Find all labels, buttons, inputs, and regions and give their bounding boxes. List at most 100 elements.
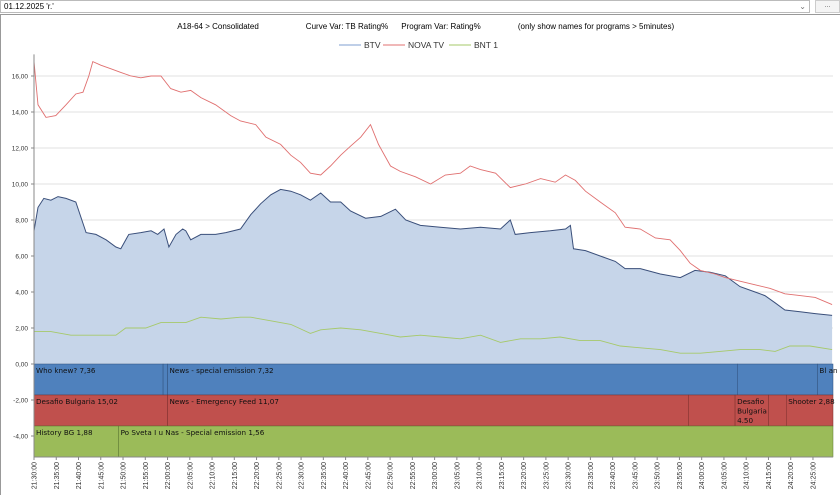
y-tick-label: 8,00 — [15, 218, 28, 225]
series-area-btv — [34, 189, 833, 364]
program-label: Bl an ca — [819, 366, 840, 375]
x-tick-label: 22:15:00 — [232, 462, 239, 489]
series-line-btv — [33, 188, 833, 316]
program-block-rect — [768, 394, 787, 427]
chart-program-var: Program Var: Rating% — [401, 22, 480, 31]
chart: A18-64 > Consolidated Curve Var: TB Rati… — [12, 22, 840, 489]
x-tick-label: 23:35:00 — [588, 462, 595, 489]
legend-label-btv[interactable]: BTV — [364, 40, 381, 50]
x-tick-label: 22:55:00 — [410, 462, 417, 489]
x-tick-label: 23:50:00 — [655, 462, 662, 489]
y-axis: -4,00 -2,00 0,00 2,00 4,00 6,00 8,00 10,00 12,00… — [12, 54, 35, 457]
date-select-value: 01.12.2025 'r.' — [4, 2, 54, 11]
y-tick-label: 10,00 — [12, 182, 29, 189]
y-tick-label: 2,00 — [15, 326, 28, 333]
y-tick-label: 12,00 — [12, 146, 29, 153]
y-tick-label: 14,00 — [12, 110, 29, 117]
x-tick-label: 24:20:00 — [788, 462, 795, 489]
x-tick-label: 22:45:00 — [365, 462, 372, 489]
x-tick-label: 24:10:00 — [744, 462, 751, 489]
program-block[interactable] — [162, 363, 168, 396]
series-line-nova-tv — [33, 60, 833, 306]
x-tick-label: 21:35:00 — [54, 462, 61, 489]
program-block[interactable] — [737, 363, 818, 396]
program-block[interactable]: Desafio Bulgaria 15,02 — [33, 394, 168, 427]
x-tick-label: 23:40:00 — [610, 462, 617, 489]
program-block-rect — [33, 425, 119, 458]
x-tick-label: 23:15:00 — [499, 462, 506, 489]
program-label: Desafio Bulgaria 15,02 — [36, 397, 118, 406]
legend-label-bnt[interactable]: BNT 1 — [474, 40, 498, 50]
program-block[interactable]: Po Sveta I u Nas - Special emission 1,56 — [118, 425, 834, 458]
x-tick-label: 22:00:00 — [165, 462, 172, 489]
x-tick-label: 21:30:00 — [32, 462, 39, 489]
program-block[interactable]: Shooter 2,88 — [786, 394, 835, 427]
y-tick-label: 4,00 — [15, 290, 28, 297]
x-tick-label: 24:25:00 — [810, 462, 817, 489]
y-tick-label: -2,00 — [13, 398, 28, 405]
program-block-rect — [118, 425, 834, 458]
x-tick-label: 21:45:00 — [98, 462, 105, 489]
program-block[interactable]: History BG 1,88 — [33, 425, 119, 458]
program-label: Po Sveta I u Nas - Special emission 1,56 — [121, 428, 265, 437]
toolbar: 01.12.2025 'r.' ⌄ ... — [0, 0, 840, 14]
program-bands: Who knew? 7,36 News - special emission 7,… — [33, 363, 840, 458]
x-tick-label: 24:15:00 — [766, 462, 773, 489]
x-tick-label: 24:05:00 — [721, 462, 728, 489]
program-block-rect — [167, 363, 738, 396]
y-tick-label: 16,00 — [12, 74, 29, 81]
program-label: News - special emission 7,32 — [170, 366, 274, 375]
x-tick-label: 22:40:00 — [343, 462, 350, 489]
x-tick-label: 22:50:00 — [388, 462, 395, 489]
series-line-bnt-1 — [34, 316, 833, 354]
x-tick-label: 21:50:00 — [121, 462, 128, 489]
program-block[interactable]: Desafio Bulgaria 4.50 — [734, 394, 769, 427]
y-tick-label: -4,00 — [13, 434, 28, 441]
x-tick-label: 22:35:00 — [321, 462, 328, 489]
program-label: Desafio Bulgaria 4.50 — [737, 397, 767, 425]
program-block[interactable]: News - special emission 7,32 — [167, 363, 738, 396]
date-select[interactable]: 01.12.2025 'r.' ⌄ — [0, 0, 810, 13]
program-block[interactable]: Bl an ca — [817, 363, 840, 396]
x-tick-label: 23:20:00 — [521, 462, 528, 489]
y-tick-label: 6,00 — [15, 254, 28, 261]
program-block-rect — [734, 394, 769, 427]
x-tick-label: 22:30:00 — [299, 462, 306, 489]
x-tick-label: 23:00:00 — [432, 462, 439, 489]
y-tick-label: 0,00 — [15, 362, 28, 369]
chart-note: (only show names for programs > 5minutes… — [518, 22, 675, 31]
program-block-rect — [162, 363, 168, 396]
x-tick-label: 23:10:00 — [477, 462, 484, 489]
x-tick-label: 23:25:00 — [543, 462, 550, 489]
x-tick-label: 23:30:00 — [566, 462, 573, 489]
x-tick-label: 22:25:00 — [276, 462, 283, 489]
series-layer — [33, 60, 833, 364]
chevron-down-icon[interactable]: ⌄ — [799, 2, 806, 11]
x-axis: 21:30:00 21:35:00 21:40:00 21:45:00 21:50:00… — [32, 456, 833, 489]
x-tick-label: 23:55:00 — [677, 462, 684, 489]
x-tick-label: 22:20:00 — [254, 462, 261, 489]
program-block[interactable]: Who knew? 7,36 — [33, 363, 164, 396]
x-tick-label: 21:55:00 — [143, 462, 150, 489]
program-block[interactable]: News - Emergency Feed 11,07 — [167, 394, 689, 427]
chart-panel: A18-64 > Consolidated Curve Var: TB Rati… — [0, 14, 840, 495]
program-block-rect — [737, 363, 818, 396]
program-label: Shooter 2,88 — [788, 397, 835, 406]
program-block-rect — [688, 394, 736, 427]
legend-label-nova[interactable]: NOVA TV — [408, 40, 444, 50]
chart-audience: A18-64 > Consolidated — [177, 22, 259, 31]
x-tick-label: 22:10:00 — [210, 462, 217, 489]
x-tick-label: 24:00:00 — [699, 462, 706, 489]
more-button[interactable]: ... — [815, 0, 840, 13]
x-tick-label: 22:05:00 — [187, 462, 194, 489]
program-block[interactable] — [688, 394, 736, 427]
program-label: Who knew? 7,36 — [36, 366, 96, 375]
x-tick-label: 21:40:00 — [76, 462, 83, 489]
program-block-rect — [786, 394, 834, 427]
legend: BTV NOVA TV BNT 1 — [339, 40, 498, 50]
program-label: History BG 1,88 — [36, 428, 93, 437]
program-label: News - Emergency Feed 11,07 — [170, 397, 279, 406]
program-block[interactable] — [768, 394, 787, 427]
x-tick-label: 23:05:00 — [454, 462, 461, 489]
x-tick-label: 23:45:00 — [632, 462, 639, 489]
